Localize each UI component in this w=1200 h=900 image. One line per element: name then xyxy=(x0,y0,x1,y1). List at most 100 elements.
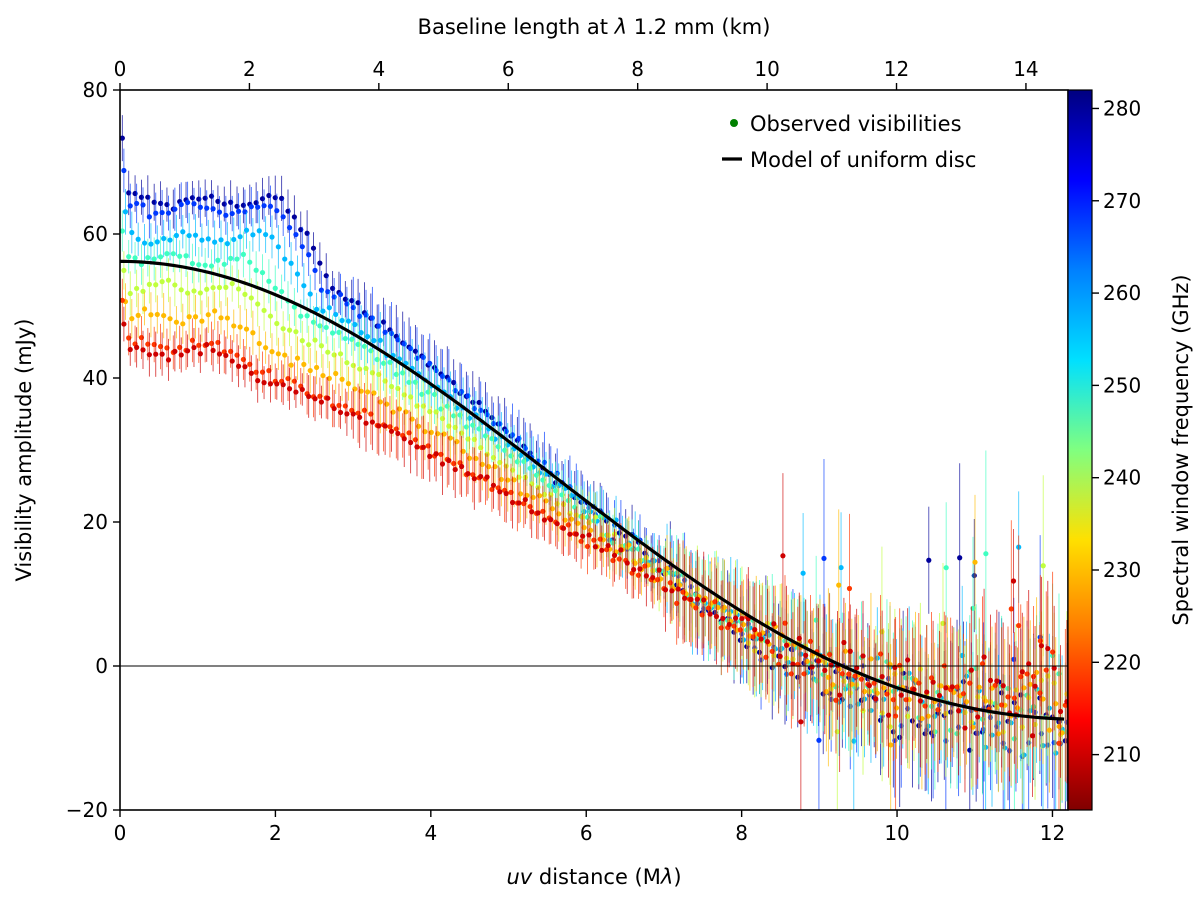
data-point xyxy=(121,267,127,273)
data-point xyxy=(185,199,191,206)
data-point xyxy=(320,308,326,314)
x-tick-label: 0 xyxy=(114,821,127,845)
data-point xyxy=(291,214,297,220)
data-point xyxy=(957,555,963,561)
top-x-tick-label: 8 xyxy=(631,57,644,81)
data-point xyxy=(580,533,586,539)
data-point xyxy=(484,474,490,480)
data-point xyxy=(554,521,560,527)
data-point xyxy=(159,351,165,357)
data-point xyxy=(313,364,320,371)
data-point xyxy=(210,347,216,354)
data-point xyxy=(980,726,986,733)
data-point xyxy=(216,209,223,215)
data-point xyxy=(1026,661,1032,667)
data-point xyxy=(611,552,618,558)
data-point xyxy=(177,253,183,259)
data-point xyxy=(306,342,312,348)
data-point xyxy=(120,228,125,234)
data-point xyxy=(274,208,280,214)
data-point xyxy=(352,321,358,328)
data-point xyxy=(280,382,286,388)
data-point xyxy=(509,499,516,506)
y-tick-label: 80 xyxy=(83,78,108,102)
data-point xyxy=(377,337,383,343)
data-point xyxy=(180,321,186,327)
data-point xyxy=(189,260,196,267)
data-point xyxy=(242,291,248,297)
data-point xyxy=(235,363,242,369)
data-point xyxy=(266,278,272,284)
data-point xyxy=(983,551,989,557)
data-point xyxy=(837,692,843,698)
data-point xyxy=(148,241,154,247)
data-point xyxy=(401,436,407,442)
data-point xyxy=(204,286,210,292)
data-point xyxy=(1032,683,1038,689)
colorbar-tick-label: 280 xyxy=(1103,96,1141,120)
data-point xyxy=(541,517,548,523)
data-point xyxy=(339,317,345,324)
data-point xyxy=(170,251,176,257)
colorbar-tick-label: 270 xyxy=(1103,189,1141,213)
y-tick-label: −20 xyxy=(66,798,108,822)
data-point xyxy=(261,307,267,314)
series-210ghz xyxy=(121,306,1068,810)
data-point xyxy=(191,288,197,294)
data-point xyxy=(224,315,230,321)
data-point xyxy=(199,237,205,243)
data-point xyxy=(971,572,977,579)
data-point xyxy=(713,613,720,620)
data-point xyxy=(172,206,178,212)
colorbar-title: Spectral window frequency (GHz) xyxy=(1169,274,1193,625)
model-uniform-disc-curve xyxy=(120,259,1065,721)
data-point xyxy=(1010,578,1017,584)
data-point xyxy=(320,372,326,379)
data-point xyxy=(243,227,250,233)
data-point xyxy=(854,665,860,671)
top-x-tick-label: 0 xyxy=(114,57,127,81)
data-point xyxy=(121,167,127,174)
data-point xyxy=(325,349,331,355)
data-point xyxy=(631,566,637,573)
data-point xyxy=(490,482,497,488)
observed-visibilities-layer xyxy=(120,115,1068,810)
data-point xyxy=(318,343,325,349)
data-point xyxy=(282,256,288,262)
data-point xyxy=(458,463,465,470)
data-point xyxy=(892,713,899,719)
data-point xyxy=(286,386,293,392)
data-point xyxy=(146,281,152,287)
data-point xyxy=(153,210,159,216)
data-point xyxy=(662,587,669,593)
data-point xyxy=(279,288,285,295)
data-point xyxy=(330,330,336,336)
data-point xyxy=(317,260,323,266)
top-x-tick-label: 2 xyxy=(243,57,256,81)
data-point xyxy=(836,582,842,588)
data-point xyxy=(235,208,242,214)
data-point xyxy=(299,338,305,344)
y-tick-label: 0 xyxy=(95,654,108,678)
data-point xyxy=(192,314,199,320)
data-point xyxy=(231,323,237,329)
data-point xyxy=(388,428,395,434)
data-point xyxy=(204,205,210,211)
data-point xyxy=(369,419,375,425)
colorbar-tick-label: 210 xyxy=(1103,743,1141,767)
data-point xyxy=(280,326,286,332)
data-point xyxy=(164,251,170,257)
data-point xyxy=(446,457,452,464)
data-point xyxy=(224,241,230,247)
data-point xyxy=(726,621,732,628)
data-point xyxy=(212,308,218,314)
data-point xyxy=(288,260,294,266)
data-point xyxy=(522,496,528,503)
data-point xyxy=(529,509,535,515)
data-point xyxy=(936,692,943,699)
data-point xyxy=(312,396,318,402)
data-point xyxy=(234,256,240,262)
data-point xyxy=(866,682,872,689)
data-point xyxy=(675,586,681,592)
data-point xyxy=(153,351,159,357)
